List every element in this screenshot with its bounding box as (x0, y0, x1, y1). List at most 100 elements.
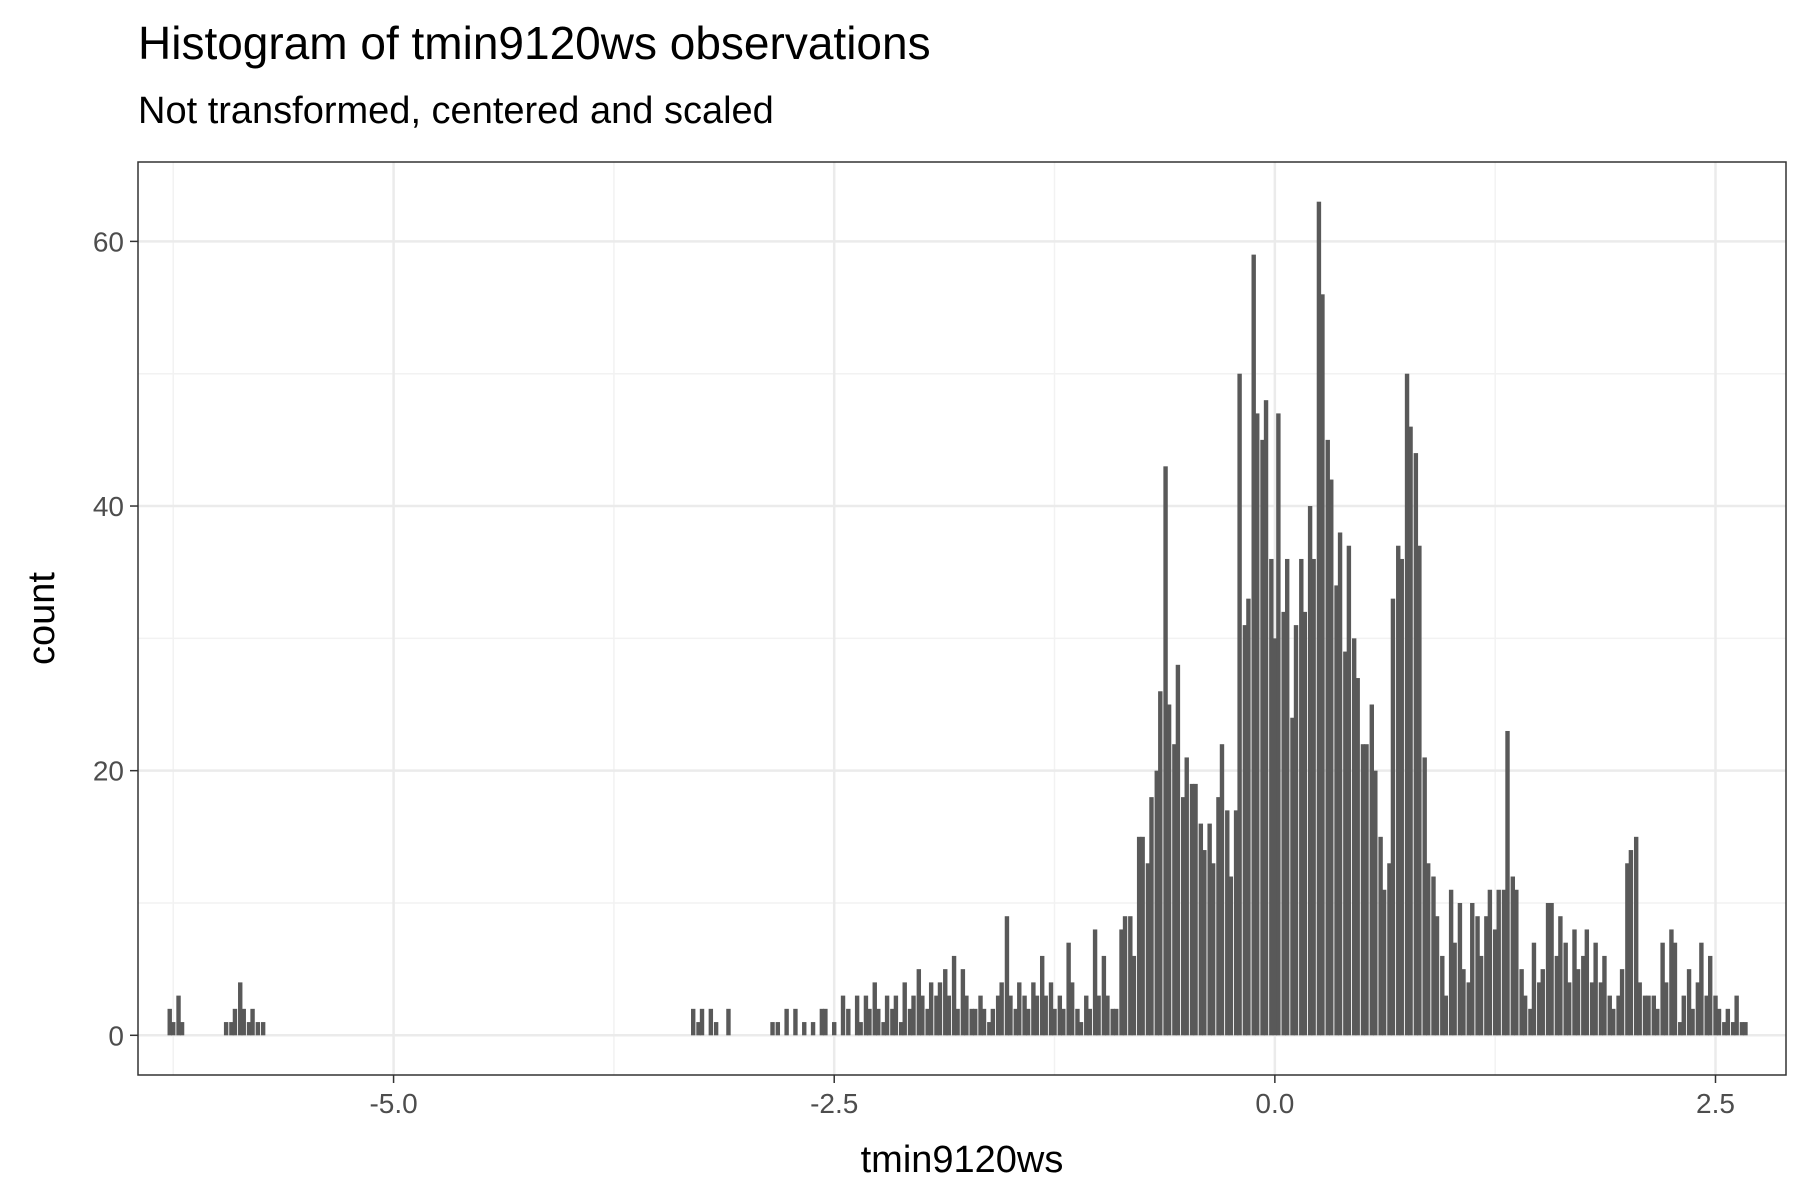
histogram-bar (1369, 704, 1374, 1036)
histogram-bar (1149, 797, 1154, 1036)
histogram-bar (1299, 558, 1304, 1036)
histogram-bar (1290, 717, 1295, 1036)
histogram-bar (1017, 982, 1022, 1036)
histogram-bar (1510, 876, 1516, 1036)
histogram-bar (1329, 479, 1334, 1036)
histogram-bar (1522, 995, 1528, 1036)
histogram-bar (1545, 902, 1551, 1036)
histogram-bar (1180, 797, 1186, 1036)
histogram-bar (1678, 1022, 1683, 1036)
histogram-bar (802, 1022, 807, 1036)
histogram-bar (881, 1022, 886, 1036)
x-axis-title: tmin9120ws (861, 1139, 1064, 1181)
histogram-bar (1346, 545, 1352, 1036)
histogram-bar (846, 1008, 851, 1036)
histogram-bar (1233, 810, 1239, 1036)
histogram-bar (1193, 783, 1198, 1036)
histogram-bar (1316, 201, 1322, 1036)
histogram-bar (955, 1008, 960, 1036)
histogram-bar (1730, 1022, 1736, 1036)
histogram-bar (1025, 1008, 1031, 1036)
histogram-bar (1364, 744, 1369, 1036)
histogram-bar (964, 995, 969, 1036)
histogram-bar (793, 1008, 798, 1036)
histogram-bar (1716, 1008, 1722, 1036)
histogram-bar (1598, 982, 1604, 1036)
histogram-bar (1202, 850, 1207, 1036)
histogram-bar (1743, 1022, 1748, 1036)
histogram-bar (973, 1008, 978, 1036)
histogram-bar (1642, 995, 1648, 1036)
histogram-bar (1572, 929, 1577, 1036)
histogram-bar (179, 1022, 185, 1036)
histogram-bar (1431, 876, 1436, 1036)
histogram-bar (1633, 836, 1639, 1036)
histogram-bar (1739, 1022, 1745, 1036)
histogram-bar (1443, 995, 1449, 1036)
histogram-bar (911, 995, 916, 1036)
axis-layer: -5.0 -2.5 0.0 2.5 0 20 40 60 (93, 226, 1735, 1119)
histogram-bar (863, 995, 869, 1036)
histogram-bar (1496, 889, 1501, 1036)
histogram-bar (1246, 598, 1251, 1036)
histogram-bar (691, 1008, 696, 1036)
histogram-bar (708, 1008, 714, 1036)
histogram-bar (1158, 691, 1163, 1036)
histogram-bar (1734, 995, 1739, 1036)
histogram-bar (1575, 969, 1581, 1036)
histogram-bar (902, 982, 907, 1036)
histogram-bar (1519, 969, 1524, 1036)
histogram-bar (999, 982, 1004, 1036)
histogram-bar (250, 1008, 255, 1036)
histogram-bar (1251, 254, 1256, 1036)
histogram-bar (1307, 506, 1313, 1036)
histogram-bar (1084, 995, 1089, 1036)
histogram-bar (1320, 294, 1325, 1036)
histogram-bar (1593, 942, 1598, 1036)
histogram-bar (1004, 916, 1010, 1036)
histogram-bar (223, 1022, 229, 1036)
x-tick-label: -2.5 (810, 1088, 858, 1119)
histogram-bar (1448, 889, 1454, 1036)
y-tick-label: 0 (108, 1020, 124, 1051)
histogram-bar (1663, 982, 1669, 1036)
histogram-bar (981, 1008, 987, 1036)
histogram-bar (241, 1008, 246, 1036)
histogram-bar (775, 1022, 781, 1036)
bar-layer (167, 201, 1748, 1036)
histogram-bar (1390, 598, 1396, 1036)
histogram-bar (960, 969, 966, 1036)
histogram-bar (1228, 876, 1233, 1036)
histogram-bar (928, 982, 934, 1036)
histogram-bar (1725, 1008, 1731, 1036)
histogram-bar (1136, 836, 1142, 1036)
histogram-bar (1602, 955, 1607, 1036)
histogram-bar (238, 982, 243, 1036)
histogram-bar (823, 1008, 828, 1036)
histogram-bar (1628, 850, 1634, 1036)
histogram-bar (1092, 929, 1098, 1036)
histogram-bar (1690, 1008, 1695, 1036)
histogram-bar (1549, 902, 1554, 1036)
histogram-bar (1031, 982, 1036, 1036)
histogram-bar (726, 1008, 731, 1036)
histogram-bar (1461, 969, 1466, 1036)
histogram-bar (1260, 439, 1265, 1036)
histogram-bar (943, 969, 948, 1036)
histogram-bar (1101, 955, 1107, 1036)
histogram-bar (1501, 889, 1507, 1036)
y-tick-label: 20 (93, 756, 124, 787)
histogram-bar (1311, 558, 1316, 1036)
histogram-bar (854, 995, 860, 1036)
histogram-bar (1255, 413, 1260, 1036)
histogram-bar (1537, 982, 1542, 1036)
histogram-bar (1175, 664, 1181, 1036)
histogram-bar (1528, 1008, 1533, 1036)
histogram-bar (1686, 969, 1692, 1036)
histogram-bar (810, 1022, 816, 1036)
histogram-bar (1581, 955, 1586, 1036)
histogram-bar (1704, 995, 1709, 1036)
histogram-bar (171, 1022, 176, 1036)
histogram-bar (893, 995, 899, 1036)
histogram-bar (1302, 611, 1308, 1036)
